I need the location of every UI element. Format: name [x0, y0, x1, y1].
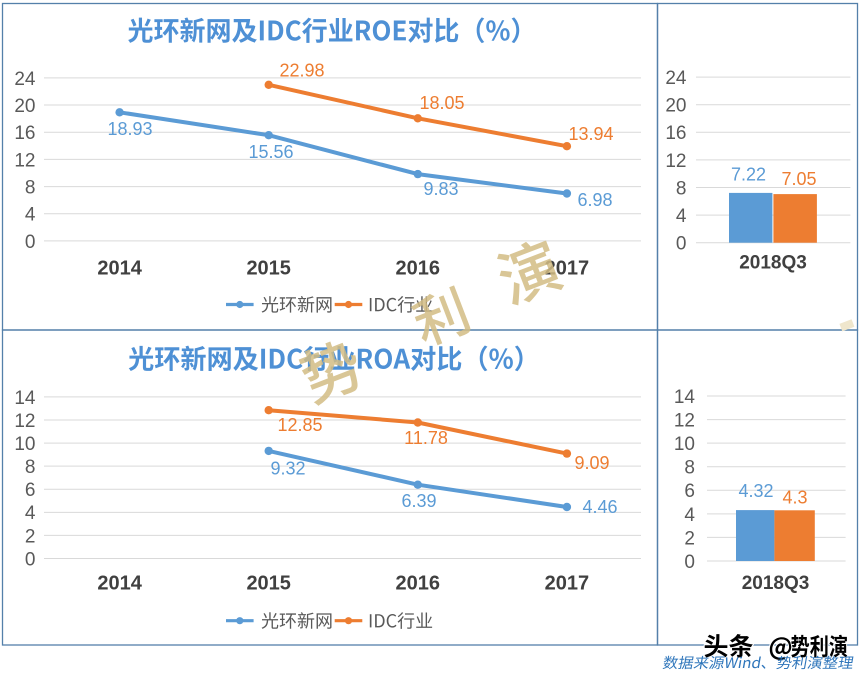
svg-text:0: 0	[684, 552, 695, 573]
svg-text:0: 0	[25, 549, 36, 570]
svg-text:7.05: 7.05	[781, 169, 816, 189]
svg-text:2018Q3: 2018Q3	[742, 573, 810, 594]
svg-text:22.98: 22.98	[279, 61, 324, 81]
svg-text:2014: 2014	[97, 573, 142, 595]
svg-text:6.39: 6.39	[401, 491, 436, 511]
svg-text:0: 0	[676, 234, 687, 255]
svg-text:12: 12	[665, 151, 686, 172]
svg-text:6: 6	[684, 481, 695, 502]
svg-text:4.32: 4.32	[738, 481, 773, 501]
svg-text:7.22: 7.22	[731, 165, 766, 185]
svg-text:14: 14	[674, 387, 696, 408]
svg-text:4: 4	[25, 205, 36, 226]
svg-text:9.09: 9.09	[574, 453, 609, 473]
svg-text:2: 2	[684, 528, 695, 549]
svg-text:4.3: 4.3	[782, 488, 807, 508]
svg-text:2014: 2014	[97, 258, 142, 280]
svg-text:12: 12	[14, 411, 35, 432]
svg-text:24: 24	[14, 69, 36, 90]
svg-text:2015: 2015	[246, 258, 291, 280]
svg-text:18.05: 18.05	[419, 93, 464, 113]
svg-text:2: 2	[25, 526, 36, 547]
svg-text:12: 12	[674, 411, 695, 432]
svg-text:0: 0	[25, 232, 36, 253]
svg-text:2016: 2016	[396, 573, 441, 595]
svg-text:10: 10	[674, 434, 695, 455]
svg-text:8: 8	[684, 458, 695, 479]
svg-text:4: 4	[684, 505, 695, 526]
svg-text:8: 8	[25, 178, 36, 199]
svg-text:2016: 2016	[396, 258, 441, 280]
svg-text:6: 6	[25, 480, 36, 501]
svg-text:2018Q3: 2018Q3	[739, 252, 807, 273]
svg-text:9.83: 9.83	[423, 179, 458, 199]
svg-text:4: 4	[25, 503, 36, 524]
svg-text:10: 10	[14, 434, 35, 455]
svg-text:18.93: 18.93	[107, 119, 152, 139]
svg-text:6.98: 6.98	[577, 190, 612, 210]
svg-text:20: 20	[665, 96, 686, 117]
svg-text:16: 16	[665, 123, 686, 144]
svg-text:11.78: 11.78	[404, 428, 448, 448]
svg-text:2017: 2017	[545, 573, 590, 595]
svg-text:8: 8	[25, 457, 36, 478]
svg-text:20: 20	[14, 96, 35, 117]
svg-text:14: 14	[14, 388, 36, 409]
svg-text:24: 24	[665, 68, 687, 89]
svg-text:8: 8	[676, 178, 687, 199]
svg-text:12: 12	[14, 150, 35, 171]
svg-text:9.32: 9.32	[270, 459, 305, 479]
svg-text:2015: 2015	[246, 573, 291, 595]
svg-text:4: 4	[676, 206, 687, 227]
svg-text:4.46: 4.46	[582, 497, 617, 517]
svg-text:15.56: 15.56	[248, 142, 293, 162]
svg-text:16: 16	[14, 123, 35, 144]
svg-text:13.94: 13.94	[568, 124, 613, 144]
svg-text:12.85: 12.85	[277, 415, 322, 435]
